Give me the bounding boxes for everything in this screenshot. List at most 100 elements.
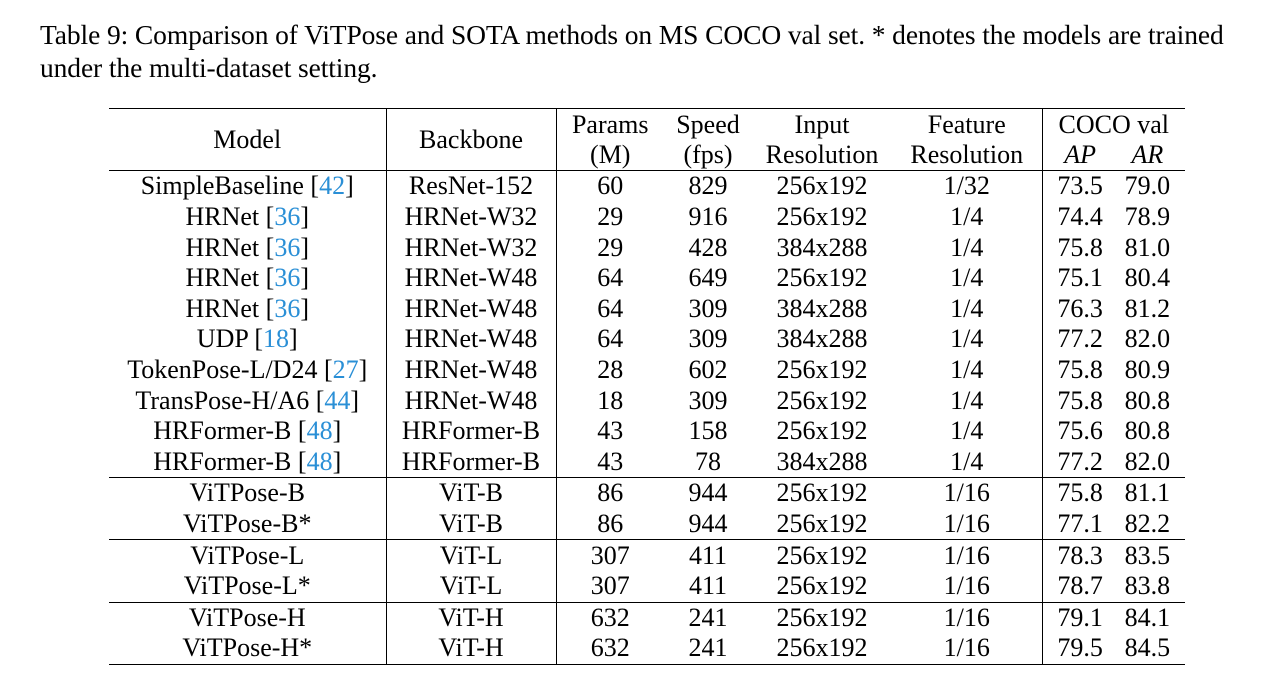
cell-input: 384x288 bbox=[776, 293, 868, 323]
cell-model: ViTPose-B bbox=[109, 477, 387, 509]
cell-ar: 84.5 bbox=[1124, 633, 1171, 663]
cell-ap-ar: 77.1 82.2 bbox=[1042, 509, 1185, 540]
cell-ap: 77.1 bbox=[1057, 509, 1103, 539]
citation-open: [ bbox=[323, 355, 333, 385]
citation-open: [ bbox=[254, 324, 264, 354]
citation-link[interactable]: 36 bbox=[274, 232, 301, 262]
citation-link[interactable]: 27 bbox=[332, 355, 359, 385]
citation-link[interactable]: 42 bbox=[319, 171, 346, 201]
citation-close: ] bbox=[300, 293, 309, 323]
citation-link[interactable]: 18 bbox=[263, 324, 290, 354]
cell-input: 256x192 bbox=[776, 385, 868, 415]
cell-ap: 75.6 bbox=[1057, 416, 1103, 446]
cell-speed: 916 bbox=[688, 202, 728, 232]
cell-ar: 82.2 bbox=[1124, 509, 1171, 539]
model-name: ViTPose-B bbox=[189, 478, 305, 508]
citation-open: [ bbox=[265, 232, 275, 262]
cell-params: 64 bbox=[597, 263, 624, 293]
header-input: Input bbox=[752, 107, 892, 140]
citation-open: [ bbox=[297, 446, 307, 476]
citation-open: [ bbox=[297, 416, 307, 446]
table-row: SimpleBaseline [42] ResNet-152 60 829 256x19… bbox=[109, 170, 1185, 202]
cell-ap-ar: 77.2 82.0 bbox=[1042, 324, 1185, 355]
cell-model: HRNet [36] bbox=[109, 232, 387, 263]
table-row: HRNet [36] HRNet-W32 29 916 256x192 1/4 74.4 78… bbox=[109, 201, 1185, 233]
cell-ap: 75.8 bbox=[1057, 355, 1103, 385]
cell-backbone: ViT-B bbox=[386, 508, 557, 540]
table-row: TransPose-H/A6 [44] HRNet-W48 18 309 256x192… bbox=[109, 385, 1185, 416]
cell-ar: 80.9 bbox=[1124, 355, 1171, 385]
cell-ap: 73.5 bbox=[1057, 171, 1103, 201]
cell-backbone: HRNet-W48 bbox=[386, 293, 557, 325]
table-caption: Table 9: Comparison of ViTPose and SOTA … bbox=[40, 19, 1224, 83]
cell-ar: 83.8 bbox=[1124, 571, 1171, 601]
cell-ap: 79.5 bbox=[1057, 633, 1103, 663]
cell-ap: 79.1 bbox=[1057, 602, 1103, 632]
cell-backbone: HRNet-W32 bbox=[386, 201, 557, 233]
cell-ap: 77.2 bbox=[1057, 324, 1103, 354]
cell-ar: 79.0 bbox=[1124, 171, 1171, 201]
header-ap-ar: AP AR bbox=[1042, 140, 1185, 171]
cell-model: HRNet [36] bbox=[109, 262, 387, 294]
cell-ap-ar: 79.5 84.5 bbox=[1042, 633, 1185, 665]
table-row: HRFormer-B [48] HRFormer-B 43 78 384x288 1/4 7… bbox=[109, 446, 1185, 478]
cell-ap: 75.1 bbox=[1057, 263, 1103, 293]
cell-feature: 1/16 bbox=[892, 508, 1043, 540]
cell-input: 384x288 bbox=[776, 232, 868, 262]
citation-open: [ bbox=[310, 171, 320, 201]
table-row: HRFormer-B [48] HRFormer-B 43 158 256x192 1/4… bbox=[109, 415, 1185, 447]
cell-ar: 80.4 bbox=[1124, 263, 1171, 293]
table-body: SimpleBaseline [42] ResNet-152 60 829 256x19… bbox=[109, 170, 1185, 665]
cell-ap: 76.3 bbox=[1057, 293, 1103, 323]
model-name: TokenPose-L/D24 bbox=[127, 355, 318, 385]
citation-link[interactable]: 48 bbox=[306, 446, 333, 476]
cell-ap-ar: 77.2 82.0 bbox=[1042, 447, 1185, 478]
citation-close: ] bbox=[300, 232, 309, 262]
cell-ap: 78.7 bbox=[1057, 571, 1103, 601]
cell-ap-ar: 75.6 80.8 bbox=[1042, 416, 1185, 447]
cell-feature: 1/4 bbox=[892, 293, 1043, 325]
cell-model: HRNet [36] bbox=[109, 201, 387, 233]
cell-params: 632 bbox=[556, 601, 664, 634]
header-feature: Feature bbox=[892, 107, 1043, 140]
citation-link[interactable]: 36 bbox=[274, 263, 301, 293]
citation-link[interactable]: 36 bbox=[274, 293, 301, 323]
cell-speed: 309 bbox=[688, 385, 728, 415]
cell-backbone: ViT-B bbox=[386, 477, 557, 509]
cell-ar: 82.0 bbox=[1124, 324, 1171, 354]
cell-model: ViTPose-H bbox=[109, 601, 387, 634]
cell-speed: 241 bbox=[664, 601, 752, 634]
cell-backbone: HRNet-W48 bbox=[386, 385, 557, 416]
citation-close: ] bbox=[332, 416, 342, 446]
cell-model: HRFormer-B [48] bbox=[109, 415, 387, 447]
table-row: TokenPose-L/D24 [27] HRNet-W48 28 602 256x19… bbox=[109, 354, 1185, 386]
cell-model: TransPose-H/A6 [44] bbox=[109, 385, 387, 416]
cell-ap-ar: 76.3 81.2 bbox=[1042, 294, 1185, 325]
cell-feature: 1/32 bbox=[892, 170, 1043, 202]
citation-open: [ bbox=[265, 263, 275, 293]
cell-speed: 158 bbox=[688, 416, 728, 446]
cell-ap: 74.4 bbox=[1057, 202, 1103, 232]
cell-ap-ar: 75.8 81.1 bbox=[1042, 477, 1185, 509]
cell-ap: 75.8 bbox=[1057, 232, 1103, 262]
table-row: ViTPose-B* ViT-B 86 944 256x192 1/16 77.1 82.2 bbox=[109, 508, 1185, 540]
citation-open: [ bbox=[265, 293, 275, 323]
cell-feature: 1/4 bbox=[892, 446, 1043, 478]
citation-link[interactable]: 36 bbox=[274, 202, 301, 232]
cell-feature: 1/4 bbox=[892, 385, 1043, 416]
citation-link[interactable]: 48 bbox=[306, 416, 333, 446]
cell-params: 18 bbox=[597, 385, 624, 415]
cell-backbone: HRFormer-B bbox=[386, 446, 557, 478]
cell-ar: 84.1 bbox=[1124, 602, 1171, 632]
cell-model: TokenPose-L/D24 [27] bbox=[109, 354, 387, 386]
cell-speed: 309 bbox=[688, 324, 728, 354]
model-name: HRNet bbox=[185, 293, 260, 323]
cell-backbone: ViT-L bbox=[386, 539, 557, 571]
cell-ar: 80.8 bbox=[1124, 416, 1171, 446]
citation-link[interactable]: 44 bbox=[324, 385, 351, 415]
cell-feature: 1/4 bbox=[892, 262, 1043, 294]
cell-ap-ar: 75.1 80.4 bbox=[1042, 263, 1185, 294]
cell-backbone: ResNet-152 bbox=[386, 170, 557, 202]
model-name: ViTPose-L bbox=[190, 540, 305, 570]
cell-feature: 1/4 bbox=[892, 201, 1043, 233]
